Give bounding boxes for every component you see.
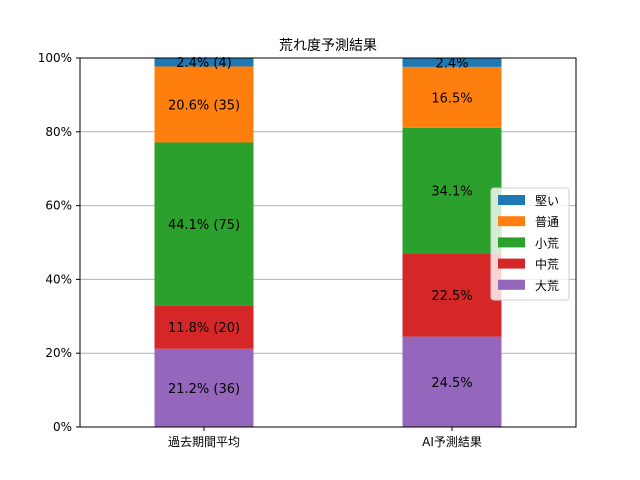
bar-segment (402, 66, 502, 128)
bar-value-label: 16.5% (431, 91, 472, 106)
bar-value-label: 21.2% (36) (168, 382, 240, 397)
y-axis: 0% 20% 40% 60% 80% 100% (38, 51, 80, 434)
bar-value-label: 44.1% (75) (168, 218, 240, 233)
bar-segment (154, 348, 254, 427)
bar-value-label: 2.4% (4) (176, 56, 232, 71)
legend-label: 中荒 (535, 257, 559, 272)
bar-value-label: 11.8% (20) (168, 321, 240, 336)
legend-label: 堅い (535, 194, 559, 208)
x-axis: 過去期間平均 AI予測結果 (168, 427, 482, 449)
legend-box (490, 187, 570, 301)
y-tick-label: 60% (45, 199, 72, 213)
legend-swatch (498, 216, 525, 227)
bar-value-label: 2.4% (435, 56, 468, 71)
bar-segment (154, 142, 254, 306)
y-tick-label: 80% (45, 125, 72, 139)
legend-swatch (498, 237, 525, 248)
legend-label: 大荒 (535, 279, 559, 293)
bar-value-label: 34.1% (431, 185, 472, 200)
bar-value-label: 22.5% (431, 289, 472, 304)
plot-area-frame (79, 57, 577, 428)
bar-segment (402, 336, 502, 427)
legend-swatch (498, 195, 525, 205)
legend-label: 小荒 (535, 236, 559, 250)
chart-title: 荒れ度予測結果 (279, 38, 377, 54)
y-tick-label: 40% (45, 272, 72, 286)
bar-segment (402, 127, 502, 254)
y-tick-label: 100% (38, 51, 72, 65)
x-tick-label: AI予測結果 (422, 435, 482, 449)
bar-segment (402, 58, 502, 67)
bar-labels: 21.2% (36) 11.8% (20) 44.1% (75) 20.6% (35)… (168, 56, 473, 397)
bar-segment (402, 253, 502, 337)
bar-value-label: 24.5% (431, 376, 472, 391)
bar-value-label: 20.6% (35) (168, 98, 240, 113)
bar-segment (154, 66, 254, 143)
bar-segment (154, 57, 254, 67)
x-tick-label: 過去期間平均 (168, 435, 240, 449)
bars (154, 57, 502, 427)
legend-swatch (498, 279, 525, 290)
legend-swatch (498, 258, 525, 269)
y-tick-label: 20% (45, 346, 72, 360)
bar-segment (154, 305, 254, 349)
legend-label: 普通 (535, 215, 559, 229)
y-tick-label: 0% (53, 420, 72, 434)
